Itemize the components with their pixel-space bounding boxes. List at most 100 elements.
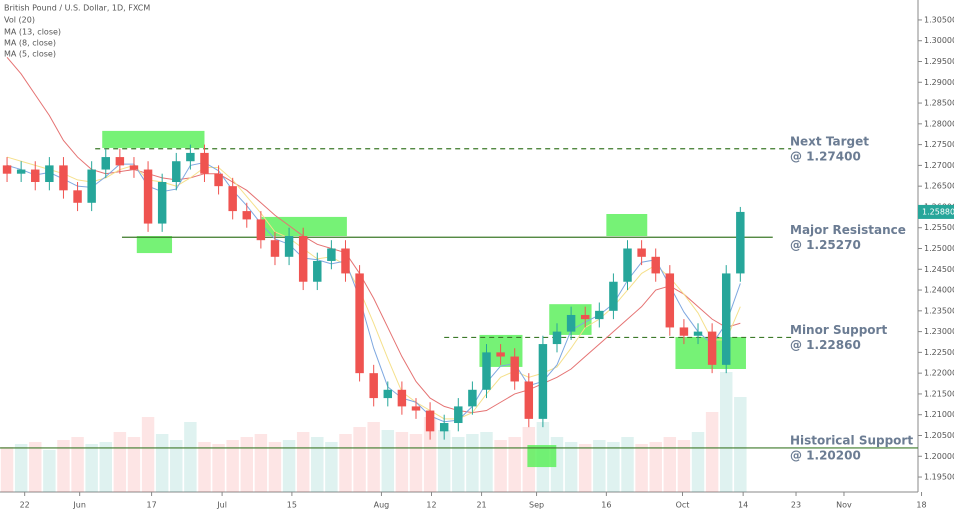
candle-body (355, 273, 364, 374)
candle-body (284, 236, 294, 257)
candle-body (256, 219, 266, 241)
candle-body (101, 157, 110, 170)
y-tick-label: 1.23500 (924, 306, 954, 315)
candle-body (580, 314, 590, 320)
x-tick-label: Sep (529, 501, 544, 510)
candle-body (538, 344, 548, 419)
volume-bar (466, 434, 479, 492)
candle-body (200, 152, 209, 174)
moving-average (6, 57, 741, 414)
annotation-level: @ 1.27400 (790, 149, 861, 163)
y-tick-label: 1.29000 (924, 78, 954, 87)
volume-bar (240, 437, 254, 492)
volume-bar (198, 442, 211, 492)
y-tick-label: 1.21000 (924, 410, 954, 419)
volume-bar (367, 422, 380, 492)
x-tick-label: Jun (72, 501, 86, 510)
y-tick-label: 1.24500 (924, 265, 954, 274)
volume-bar (494, 440, 507, 492)
volume-bar (57, 440, 70, 492)
volume-bar (593, 440, 606, 492)
volume-bar (607, 442, 620, 492)
x-tick-label: Aug (374, 501, 390, 510)
candle-body (482, 352, 491, 390)
candle-body (2, 165, 12, 174)
x-tick-label: 14 (738, 501, 748, 510)
candle-body (31, 169, 40, 183)
candle-body (115, 157, 125, 166)
candle-body (609, 281, 618, 311)
y-tick-label: 1.27000 (924, 161, 954, 170)
volume-bar (254, 434, 268, 492)
y-tick-label: 1.29500 (924, 57, 954, 66)
candle-body (73, 190, 82, 203)
candle-body (468, 389, 477, 407)
volume-bar (649, 442, 662, 492)
volume-bar (268, 442, 282, 492)
candle-body (425, 410, 435, 432)
y-tick-label: 1.25500 (924, 223, 954, 232)
candle-body (16, 169, 26, 174)
volume-bar (212, 444, 225, 492)
candle-body (327, 248, 336, 261)
volume-bar (43, 450, 56, 492)
volume-bar (85, 444, 98, 492)
volume-bar (127, 437, 141, 492)
legend-entry: MA (8, close) (4, 39, 56, 48)
candle-body (595, 310, 604, 320)
candle-body (496, 352, 505, 357)
volume-bar (296, 432, 310, 492)
x-tick-label: 22 (20, 501, 30, 510)
x-tick-label: 23 (791, 501, 801, 510)
y-tick-label: 1.27500 (924, 140, 954, 149)
highlight-zone (527, 445, 557, 468)
candle-body (228, 186, 237, 212)
x-tick-label: 17 (146, 501, 156, 510)
x-tick-label: Nov (836, 501, 852, 510)
volume-bar (71, 437, 84, 492)
candle-body (369, 373, 378, 399)
candle-body (566, 314, 576, 332)
y-tick-label: 1.22000 (924, 369, 954, 378)
volume-bar (564, 442, 578, 492)
candle-body (157, 182, 167, 224)
volume-bar (184, 422, 197, 492)
y-tick-label: 1.20000 (924, 452, 954, 461)
candle-body (454, 406, 463, 424)
x-tick-label: Jul (216, 501, 227, 510)
candle-body (510, 356, 519, 382)
annotation-title: Next Target (790, 134, 869, 148)
volume-bar (113, 432, 127, 492)
volume-bar (353, 427, 366, 492)
y-tick-label: 1.28500 (924, 99, 954, 108)
volume-bar (691, 432, 705, 492)
candle-body (524, 381, 534, 419)
volume-bar (226, 440, 239, 492)
volume-bar (170, 440, 183, 492)
volume-bar (381, 430, 395, 492)
price-tag (918, 204, 954, 219)
candle-body (270, 240, 280, 257)
volume-bar (635, 444, 648, 492)
x-tick-label: 21 (476, 501, 486, 510)
candle-body (298, 236, 308, 282)
legend-entry: MA (5, close) (4, 50, 56, 59)
y-tick-label: 1.23000 (924, 327, 954, 336)
annotation-title: Minor Support (790, 323, 887, 337)
candle-body (172, 161, 181, 183)
candle-body (242, 211, 252, 220)
volume-bar (719, 372, 733, 492)
highlight-zone (102, 130, 205, 148)
candle-body (214, 173, 223, 187)
volume-bar (99, 442, 112, 492)
y-tick-label: 1.19500 (924, 473, 954, 482)
candle-body (45, 165, 54, 183)
volume-bar (325, 442, 338, 492)
candle-body (552, 331, 562, 345)
annotation-title: Historical Support (790, 433, 913, 447)
x-tick-label: Oct (676, 501, 690, 510)
candle-body (143, 169, 153, 224)
volume-bar (339, 434, 352, 492)
volume-bar (311, 437, 324, 492)
volume-bar (29, 442, 42, 492)
